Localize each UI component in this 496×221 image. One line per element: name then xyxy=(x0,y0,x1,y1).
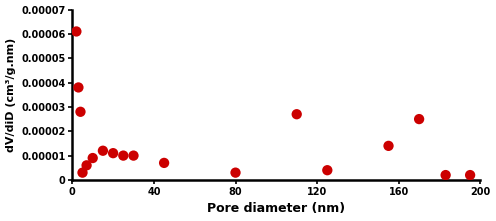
Point xyxy=(74,86,82,89)
Point xyxy=(129,154,137,157)
Point xyxy=(83,164,91,167)
Point xyxy=(323,168,331,172)
Point xyxy=(384,144,392,148)
Point xyxy=(89,156,97,160)
Point xyxy=(99,149,107,152)
Point xyxy=(109,151,117,155)
Point xyxy=(293,112,301,116)
Point xyxy=(415,117,423,121)
Y-axis label: dV/diD (cm³/g.nm): dV/diD (cm³/g.nm) xyxy=(5,38,15,152)
Point xyxy=(78,171,86,174)
Point xyxy=(466,173,474,177)
Point xyxy=(232,171,240,174)
Point xyxy=(120,154,127,157)
Point xyxy=(160,161,168,165)
X-axis label: Pore diameter (nm): Pore diameter (nm) xyxy=(207,202,345,215)
Point xyxy=(72,30,80,33)
Point xyxy=(441,173,449,177)
Point xyxy=(76,110,84,114)
